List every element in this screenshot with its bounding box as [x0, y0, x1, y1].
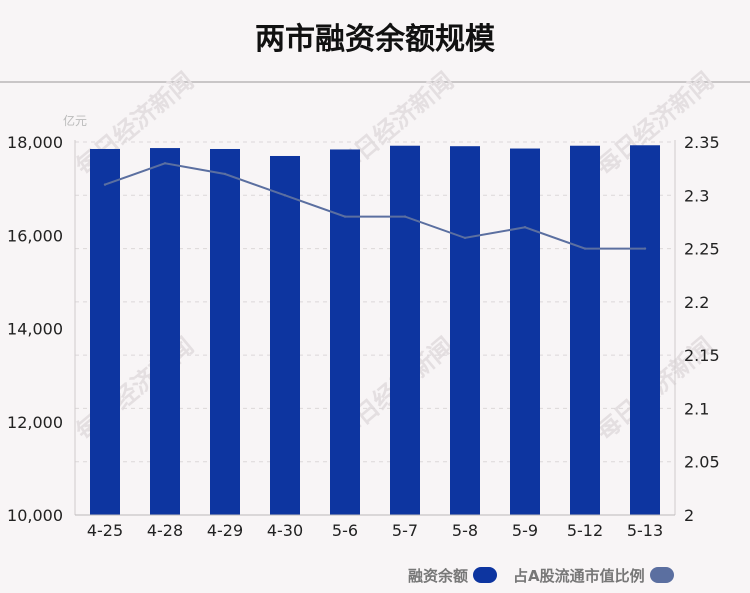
- y-tick-right-label: 2.1: [684, 399, 709, 418]
- title-divider: [0, 81, 750, 83]
- x-tick-label: 5-13: [627, 521, 663, 540]
- line-point-4-25: [103, 183, 107, 186]
- legend-label-ratio: 占A股流通市值比例: [513, 566, 645, 585]
- line-point-4-30: [283, 194, 287, 197]
- x-tick-label: 5-6: [332, 521, 358, 540]
- x-tick-label: 4-30: [267, 521, 303, 540]
- y-tick-right-label: 2.05: [684, 453, 720, 472]
- line-point-5-12: [583, 247, 587, 250]
- bar-4-30: [270, 155, 300, 516]
- line-point-5-9: [523, 226, 527, 229]
- line-ratio: [104, 162, 645, 250]
- legend-swatch-ratio: [649, 567, 674, 583]
- y-tick-right-label: 2.35: [684, 133, 720, 152]
- line-point-4-29: [223, 172, 227, 176]
- legend-swatch-balance: [473, 567, 498, 583]
- x-tick-label: 5-9: [512, 521, 538, 540]
- bar-4-28: [150, 148, 180, 515]
- legend-label-balance: 融资余额: [408, 566, 469, 585]
- y-tick-left-label: 10,000: [7, 506, 63, 525]
- y-tick-right-label: 2.25: [684, 240, 720, 259]
- line-point-5-7: [403, 215, 407, 218]
- y-tick-right-label: 2.2: [684, 293, 709, 312]
- legend: 融资余额 占A股流通市值比例: [408, 563, 690, 587]
- bar-5-13: [630, 145, 660, 516]
- line-point-5-6: [343, 215, 347, 218]
- axes: 亿元 10,000 12,000 14,000 16,000 18,000 2 2.05 2.1…: [7, 113, 720, 540]
- legend-item-ratio: 占A股流通市值比例: [513, 565, 674, 586]
- y-tick-left-label: 14,000: [7, 320, 63, 339]
- y-tick-right-label: 2.3: [684, 186, 709, 205]
- y-tick-right-label: 2.15: [684, 346, 720, 365]
- legend-item-balance: 融资余额: [408, 565, 498, 586]
- line-point-5-8: [463, 236, 467, 240]
- x-tick-label: 5-8: [452, 521, 478, 540]
- x-tick-label: 5-12: [567, 521, 603, 540]
- bar-5-6: [330, 149, 360, 515]
- bar-series: [90, 145, 660, 516]
- y-tick-left-label: 16,000: [7, 226, 63, 245]
- line-point-4-28: [163, 162, 167, 165]
- line-series: [103, 162, 647, 250]
- bar-4-25: [90, 148, 120, 515]
- y-tick-left-label: 12,000: [7, 413, 63, 432]
- y-axis-left-unit: 亿元: [63, 113, 87, 128]
- y-tick-left-label: 18,000: [7, 133, 63, 152]
- bar-5-8: [450, 146, 480, 516]
- x-tick-label: 4-25: [87, 521, 123, 540]
- x-tick-label: 5-7: [392, 521, 418, 540]
- bar-4-29: [210, 148, 240, 515]
- line-point-5-13: [643, 247, 647, 250]
- y-tick-right-label: 2: [684, 506, 694, 525]
- bar-5-7: [390, 145, 420, 516]
- chart-title: 两市融资余额规模: [255, 22, 495, 57]
- bar-5-9: [510, 148, 540, 515]
- x-tick-label: 4-29: [207, 521, 243, 540]
- bar-5-12: [570, 145, 600, 516]
- x-tick-label: 4-28: [147, 521, 183, 540]
